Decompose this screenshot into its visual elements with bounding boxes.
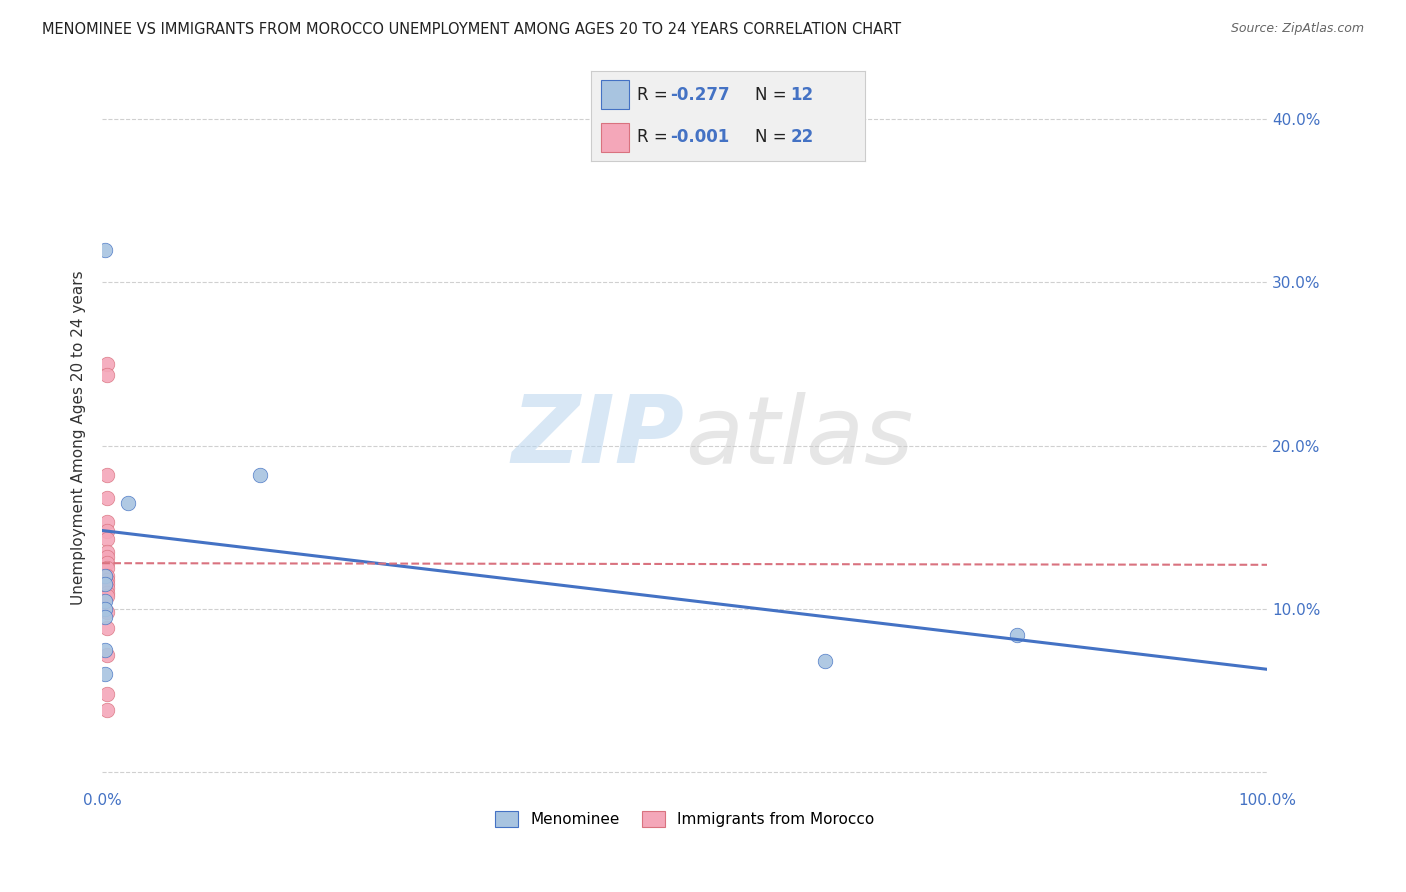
Point bbox=[93, 577, 115, 591]
Text: MENOMINEE VS IMMIGRANTS FROM MOROCCO UNEMPLOYMENT AMONG AGES 20 TO 24 YEARS CORR: MENOMINEE VS IMMIGRANTS FROM MOROCCO UNE… bbox=[42, 22, 901, 37]
Point bbox=[96, 491, 118, 505]
Point bbox=[96, 556, 118, 570]
Point bbox=[96, 468, 118, 483]
Point bbox=[96, 357, 118, 371]
Text: -0.277: -0.277 bbox=[671, 86, 730, 103]
Point bbox=[117, 496, 139, 510]
Point bbox=[96, 605, 118, 619]
Point bbox=[96, 589, 118, 603]
Text: Source: ZipAtlas.com: Source: ZipAtlas.com bbox=[1230, 22, 1364, 36]
Point bbox=[93, 243, 115, 257]
Point bbox=[96, 585, 118, 599]
Point bbox=[96, 561, 118, 575]
Point bbox=[813, 654, 835, 668]
Point bbox=[96, 545, 118, 559]
Text: N =: N = bbox=[755, 128, 792, 146]
Point bbox=[96, 703, 118, 717]
Text: atlas: atlas bbox=[685, 392, 912, 483]
Text: -0.001: -0.001 bbox=[671, 128, 730, 146]
Point bbox=[96, 577, 118, 591]
FancyBboxPatch shape bbox=[602, 123, 628, 152]
Text: 12: 12 bbox=[790, 86, 814, 103]
Y-axis label: Unemployment Among Ages 20 to 24 years: Unemployment Among Ages 20 to 24 years bbox=[72, 270, 86, 605]
Point bbox=[249, 468, 271, 483]
Point bbox=[93, 667, 115, 681]
Text: ZIP: ZIP bbox=[512, 392, 685, 483]
Point bbox=[93, 642, 115, 657]
Point bbox=[93, 610, 115, 624]
Point bbox=[96, 622, 118, 636]
Point bbox=[96, 573, 118, 587]
Point bbox=[93, 602, 115, 616]
Text: 22: 22 bbox=[790, 128, 814, 146]
FancyBboxPatch shape bbox=[602, 80, 628, 109]
Point bbox=[96, 516, 118, 530]
Text: N =: N = bbox=[755, 86, 792, 103]
Legend: Menominee, Immigrants from Morocco: Menominee, Immigrants from Morocco bbox=[489, 805, 880, 833]
Point bbox=[93, 569, 115, 583]
Point bbox=[96, 368, 118, 383]
Point bbox=[96, 581, 118, 595]
Point bbox=[1005, 628, 1028, 642]
Text: R =: R = bbox=[637, 128, 673, 146]
Point bbox=[96, 524, 118, 538]
Point bbox=[96, 648, 118, 662]
Point bbox=[96, 687, 118, 701]
Point bbox=[96, 549, 118, 564]
Point bbox=[93, 593, 115, 607]
Text: R =: R = bbox=[637, 86, 673, 103]
Point bbox=[96, 569, 118, 583]
Point bbox=[96, 532, 118, 546]
